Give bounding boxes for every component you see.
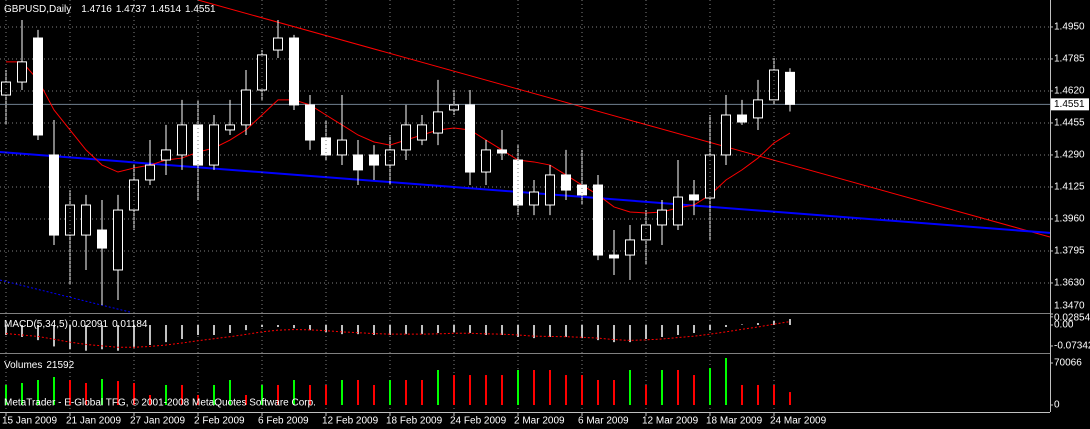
macd-value: 0.02091 [72, 319, 109, 330]
y-tick-label: 1.4125 [1054, 182, 1085, 193]
candle-body [689, 194, 699, 201]
candle-body [177, 124, 187, 156]
candle-body [369, 154, 379, 166]
watermark: MetaTrader - E-Global TFG, © 2001-2008 M… [4, 398, 316, 409]
symbol: GBPUSD,Daily [4, 4, 71, 15]
candle-body [209, 124, 219, 166]
y-tick-label: 1.3795 [1054, 246, 1085, 257]
candle-body [465, 104, 475, 173]
x-tick-label: 2 Mar 2009 [514, 416, 565, 427]
y-tick-label: 1.3630 [1054, 278, 1085, 289]
volume-value: 21592 [46, 360, 74, 371]
macd-name: MACD(5,34,5) [4, 319, 68, 330]
x-tick-label: 27 Jan 2009 [130, 416, 185, 427]
candle-body [241, 89, 251, 126]
y-tick-label: 0 [1054, 400, 1060, 411]
y-tick-label: 0.00 [1054, 320, 1074, 331]
candle-body [657, 209, 667, 226]
candle-body [753, 99, 763, 119]
candle-body [145, 164, 155, 181]
x-tick-label: 6 Feb 2009 [258, 416, 309, 427]
candle-body [385, 149, 395, 166]
y-tick-label: 1.3470 [1054, 301, 1085, 312]
candle-body [49, 154, 59, 236]
candle-body [513, 159, 523, 206]
labels: GBPUSD,Daily 1.4716 1.4737 1.4514 1.4551 MAC… [2, 4, 1090, 427]
x-tick-label: 21 Jan 2009 [66, 416, 121, 427]
y-tick-label: 1.4455 [1054, 118, 1085, 129]
bid-label-box [1051, 98, 1089, 111]
x-tick-label: 15 Jan 2009 [2, 416, 57, 427]
candle-body [289, 37, 299, 106]
trendline [197, 0, 1050, 238]
x-tick-label: 2 Feb 2009 [194, 416, 245, 427]
y-tick-label: 1.4785 [1054, 54, 1085, 65]
candle-body [449, 104, 459, 111]
high-value: 1.4737 [116, 4, 147, 15]
candle-body [97, 229, 107, 249]
candle-body [529, 191, 539, 206]
candle-body [785, 71, 795, 105]
x-tick-label: 18 Feb 2009 [386, 416, 443, 427]
y-tick-label: 1.4290 [1054, 150, 1085, 161]
signal-value: 0.01184 [112, 319, 148, 330]
candle-body [129, 179, 139, 211]
candle-body [545, 174, 555, 206]
candle-body [113, 209, 123, 271]
candle-body [417, 124, 427, 141]
candle-body [305, 104, 315, 141]
candle-body [321, 137, 331, 156]
y-tick-label: 1.4620 [1054, 86, 1085, 97]
candle-body [161, 149, 171, 161]
trendline [0, 151, 1050, 234]
candle-body [353, 154, 363, 171]
indicator-panels [5, 0, 791, 412]
candle-body [561, 174, 571, 191]
low-value: 1.4514 [150, 4, 181, 15]
candle-body [481, 149, 491, 173]
candle-body [625, 239, 635, 256]
candle-body [17, 61, 27, 83]
y-tick-label: 1.3960 [1054, 214, 1085, 225]
candle-body [593, 184, 603, 256]
candle-body [433, 111, 443, 134]
x-tick-label: 24 Feb 2009 [450, 416, 507, 427]
macd-title: MACD(5,34,5) 0.02091 0.01184 [4, 319, 148, 330]
y-tick-label: -0.07342 [1054, 341, 1090, 352]
candle-body [737, 114, 747, 123]
candle-body [721, 114, 731, 156]
candle-body [225, 124, 235, 131]
x-tick-label: 24 Mar 2009 [770, 416, 827, 427]
candle-body [673, 196, 683, 226]
candle-body [337, 139, 347, 156]
candle-body [273, 37, 283, 51]
volume-name: Volumes [4, 360, 42, 371]
candle-body [33, 37, 43, 136]
x-tick-label: 12 Feb 2009 [322, 416, 379, 427]
candle-body [497, 149, 507, 154]
volume-title: Volumes 21592 [4, 360, 75, 371]
y-tick-label: 0.02854 [1054, 313, 1090, 324]
close-value: 1.4551 [185, 4, 216, 15]
y-tick-label: 1.4950 [1054, 22, 1085, 33]
candle-body [609, 254, 619, 259]
open-value: 1.4716 [81, 4, 112, 15]
x-tick-label: 12 Mar 2009 [642, 416, 699, 427]
chart-title: GBPUSD,Daily 1.4716 1.4737 1.4514 1.4551 [4, 4, 216, 15]
candle-body [81, 204, 91, 236]
candle-body [577, 184, 587, 196]
bid-label: 1.4551 [1054, 99, 1085, 110]
x-tick-label: 6 Mar 2009 [578, 416, 629, 427]
y-tick-label: 70066 [1054, 358, 1082, 369]
candle-body [401, 124, 411, 151]
x-tick-label: 18 Mar 2009 [706, 416, 763, 427]
